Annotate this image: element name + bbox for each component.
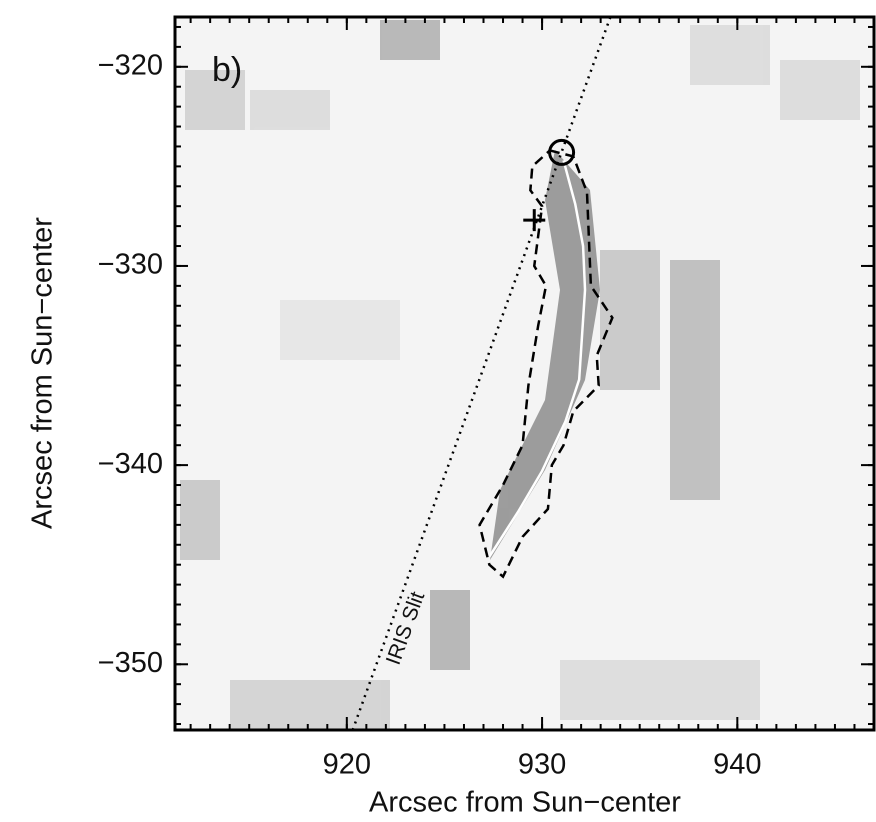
x-axis-label: Arcsec from Sun−center — [369, 787, 681, 819]
overlay — [351, 17, 614, 730]
series-line — [351, 17, 612, 730]
y-tick-label: −330 — [98, 249, 163, 281]
y-axis-label: Arcsec from Sun−center — [27, 217, 59, 529]
marker-plus — [523, 209, 546, 232]
x-tick-label: 940 — [713, 749, 761, 781]
y-tick-label: −350 — [98, 647, 163, 679]
y-tick-label: −320 — [98, 49, 163, 81]
plot-background — [175, 17, 874, 730]
panel-label: b) — [212, 51, 242, 89]
x-tick-label: 920 — [323, 749, 371, 781]
x-tick-label: 930 — [518, 749, 566, 781]
series-line — [488, 160, 587, 558]
plot-frame — [173, 15, 876, 732]
marker-circle — [548, 138, 576, 166]
series-line — [478, 149, 614, 579]
image-texture — [180, 20, 860, 730]
y-tick-label: −340 — [98, 448, 163, 480]
